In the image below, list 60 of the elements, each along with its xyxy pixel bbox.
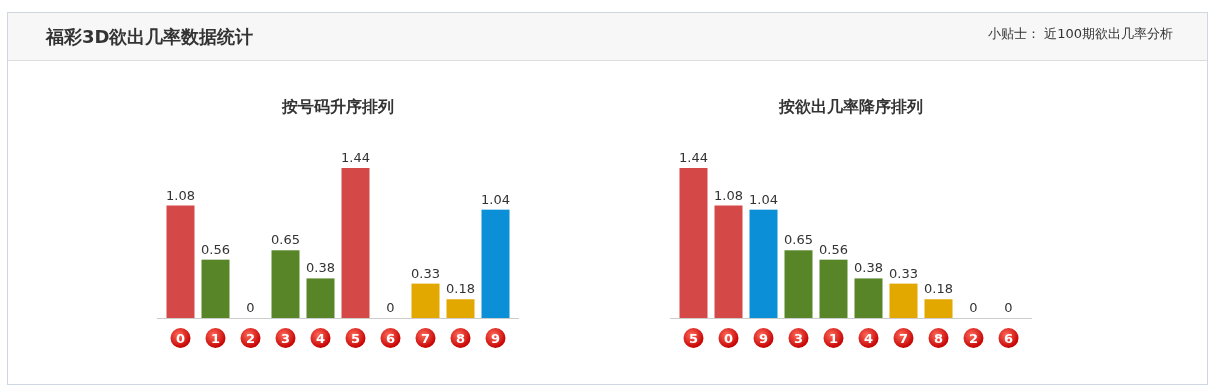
data-label: 0.18: [446, 281, 475, 297]
bar: [819, 259, 848, 318]
data-label: 1.04: [481, 191, 510, 207]
data-label: 0.65: [784, 232, 813, 248]
bar: [854, 278, 883, 318]
x-tick-label: 8: [455, 331, 466, 346]
x-tick-label: 1: [828, 331, 839, 346]
x-tick-label: 2: [968, 331, 979, 346]
bar: [784, 250, 813, 318]
data-label: 0.33: [411, 265, 440, 281]
bar: [889, 283, 918, 318]
bar: [481, 209, 510, 318]
x-tick-label: 5: [350, 331, 361, 346]
bar: [924, 299, 953, 318]
data-label: 0.56: [819, 241, 848, 257]
bar: [271, 250, 300, 318]
x-tick-label: 4: [315, 331, 326, 346]
text: 福彩3D欲出几率数据统计: [45, 26, 254, 47]
bar: [714, 205, 743, 318]
data-label: 0.18: [924, 281, 953, 297]
x-tick-label: 4: [863, 331, 874, 346]
x-tick-label: 9: [490, 331, 501, 346]
bar: [166, 205, 195, 318]
bar: [341, 168, 370, 318]
bar: [306, 278, 335, 318]
data-label: 0.33: [889, 265, 918, 281]
data-label: 0: [386, 300, 395, 315]
x-tick-label: 5: [688, 331, 699, 346]
x-tick-label: 9: [758, 331, 769, 346]
data-label: 0: [969, 300, 978, 315]
bar: [446, 299, 475, 318]
bar: [201, 259, 230, 318]
data-label: 0.38: [306, 260, 335, 276]
x-tick-label: 3: [793, 331, 804, 346]
data-label: 0.56: [201, 241, 230, 257]
x-tick-label: 6: [385, 331, 396, 346]
data-label: 1.44: [341, 150, 370, 165]
x-tick-label: 8: [933, 331, 944, 346]
x-tick-label: 1: [210, 331, 221, 346]
data-label: 0: [1004, 300, 1013, 315]
data-label: 1.04: [749, 191, 778, 207]
x-tick-label: 7: [420, 331, 431, 346]
bar: [679, 168, 708, 318]
x-tick-label: 2: [245, 331, 256, 346]
chart-title: 按欲出几率降序排列: [778, 97, 923, 116]
bar: [749, 209, 778, 318]
x-tick-label: 3: [280, 331, 291, 346]
chart-title: 按号码升序排列: [281, 97, 394, 116]
data-label: 1.44: [679, 150, 708, 165]
data-label: 1.08: [166, 187, 195, 203]
x-tick-label: 6: [1003, 331, 1014, 346]
data-label: 0: [246, 300, 255, 315]
data-label: 1.08: [714, 187, 743, 203]
text: 小贴士： 近100期欲出几率分析: [988, 26, 1173, 41]
x-tick-label: 0: [723, 331, 734, 346]
data-label: 0.38: [854, 260, 883, 276]
bar: [411, 283, 440, 318]
data-label: 0.65: [271, 232, 300, 248]
x-tick-label: 0: [175, 331, 186, 346]
x-tick-label: 7: [898, 331, 909, 346]
